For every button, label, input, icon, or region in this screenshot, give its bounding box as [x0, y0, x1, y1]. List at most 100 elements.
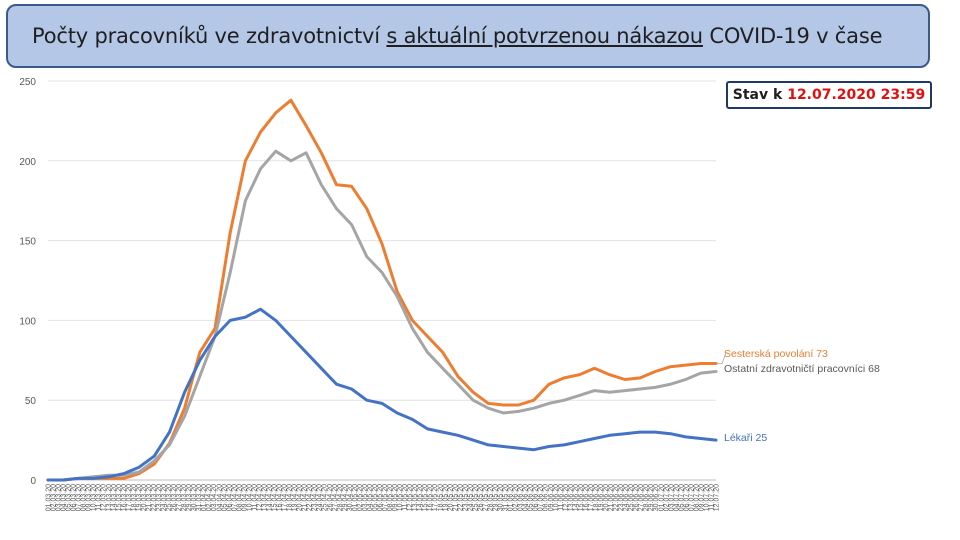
- x-tick-label: 02.07.20: [663, 484, 670, 511]
- x-tick-label: 04.06.20: [523, 484, 530, 511]
- x-tick-label: 30.06.20: [653, 484, 660, 511]
- x-tick-label: 05.04.20: [221, 484, 228, 511]
- data-point: [427, 428, 429, 430]
- data-point: [594, 367, 596, 369]
- data-point: [169, 431, 171, 433]
- data-point: [624, 433, 626, 435]
- data-point: [639, 388, 641, 390]
- data-point: [78, 478, 80, 480]
- x-tick-label: 12.06.20: [563, 484, 570, 511]
- x-tick-label: 08.04.20: [236, 484, 243, 511]
- x-tick-label: 13.05.20: [412, 484, 419, 511]
- x-tick-label: 25.04.20: [322, 484, 329, 511]
- x-tick-label: 30.03.20: [191, 484, 198, 511]
- data-point: [214, 336, 216, 338]
- data-point: [320, 152, 322, 154]
- data-point: [260, 308, 262, 310]
- data-point: [108, 476, 110, 478]
- x-tick-label: 24.03.20: [161, 484, 168, 511]
- x-tick-label: 28.06.20: [643, 484, 650, 511]
- data-point: [670, 383, 672, 385]
- x-tick-label: 29.06.20: [648, 484, 655, 511]
- x-tick-label: 19.04.20: [292, 484, 299, 511]
- y-tick-label: 150: [19, 237, 36, 248]
- data-point: [563, 399, 565, 401]
- data-point: [396, 291, 398, 293]
- x-tick-label: 06.03.20: [71, 484, 78, 511]
- data-point: [366, 208, 368, 210]
- data-point: [624, 390, 626, 392]
- data-point: [427, 352, 429, 354]
- data-point: [609, 374, 611, 376]
- data-point: [305, 125, 307, 127]
- leader-line: [716, 352, 728, 364]
- x-tick-label: 07.04.20: [231, 484, 238, 511]
- x-tick-label: 25.06.20: [628, 484, 635, 511]
- data-point: [381, 243, 383, 245]
- series-end-label: Ostatní zdravotničtí pracovníci 68: [724, 363, 880, 375]
- data-point: [396, 296, 398, 298]
- x-tick-label: 23.04.20: [312, 484, 319, 511]
- x-tick-label: 12.05.20: [407, 484, 414, 511]
- x-tick-label: 06.05.20: [377, 484, 384, 511]
- x-tick-label: 24.04.20: [317, 484, 324, 511]
- x-tick-label: 11.04.20: [251, 484, 258, 511]
- x-tick-label: 10.06.20: [553, 484, 560, 511]
- x-tick-label: 06.04.20: [226, 484, 233, 511]
- x-tick-label: 28.05.20: [487, 484, 494, 511]
- data-point: [715, 439, 717, 441]
- data-point: [594, 438, 596, 440]
- y-tick-label: 250: [19, 77, 36, 88]
- x-tick-label: 07.05.20: [382, 484, 389, 511]
- data-point: [639, 377, 641, 379]
- x-tick-label: 05.05.20: [372, 484, 379, 511]
- data-point: [336, 383, 338, 385]
- x-tick-label: 08.05.20: [387, 484, 394, 511]
- data-point: [153, 460, 155, 462]
- x-tick-label: 27.06.20: [638, 484, 645, 511]
- data-point: [700, 363, 702, 365]
- data-point: [412, 328, 414, 330]
- x-tick-label: 14.05.20: [417, 484, 424, 511]
- x-tick-label: 26.04.20: [327, 484, 334, 511]
- data-point: [275, 150, 277, 152]
- x-tick-label: 22.06.20: [613, 484, 620, 511]
- data-point: [579, 441, 581, 443]
- data-point: [123, 473, 125, 475]
- data-point: [305, 152, 307, 154]
- y-tick-label: 0: [30, 476, 36, 487]
- data-point: [715, 371, 717, 373]
- x-tick-label: 27.03.20: [176, 484, 183, 511]
- data-point: [123, 478, 125, 480]
- x-tick-label: 18.04.20: [287, 484, 294, 511]
- x-tick-label: 09.05.20: [392, 484, 399, 511]
- x-tick-label: 31.05.20: [503, 484, 510, 511]
- x-tick-label: 07.03.20: [76, 484, 83, 511]
- data-point: [533, 407, 535, 409]
- x-tick-label: 21.04.20: [302, 484, 309, 511]
- data-point: [290, 99, 292, 101]
- x-tick-label: 01.05.20: [352, 484, 359, 511]
- data-point: [563, 444, 565, 446]
- x-tick-label: 02.06.20: [513, 484, 520, 511]
- x-tick-label: 25.05.20: [472, 484, 479, 511]
- data-point: [351, 224, 353, 226]
- data-point: [700, 372, 702, 374]
- data-point: [290, 336, 292, 338]
- data-point: [381, 403, 383, 405]
- data-point: [336, 208, 338, 210]
- x-tick-label: 11.06.20: [558, 484, 565, 511]
- series-line-0: [46, 98, 718, 482]
- x-tick-label: 29.05.20: [493, 484, 500, 511]
- x-tick-label: 26.06.20: [633, 484, 640, 511]
- x-tick-label: 02.04.20: [206, 484, 213, 511]
- x-tick-label: 14.06.20: [573, 484, 580, 511]
- x-tick-label: 16.04.20: [277, 484, 284, 511]
- data-point: [518, 411, 520, 413]
- y-tick-label: 50: [25, 396, 37, 407]
- data-point: [229, 272, 231, 274]
- x-tick-label: 21.03.20: [146, 484, 153, 511]
- data-point: [685, 436, 687, 438]
- data-point: [442, 352, 444, 354]
- data-point: [609, 391, 611, 393]
